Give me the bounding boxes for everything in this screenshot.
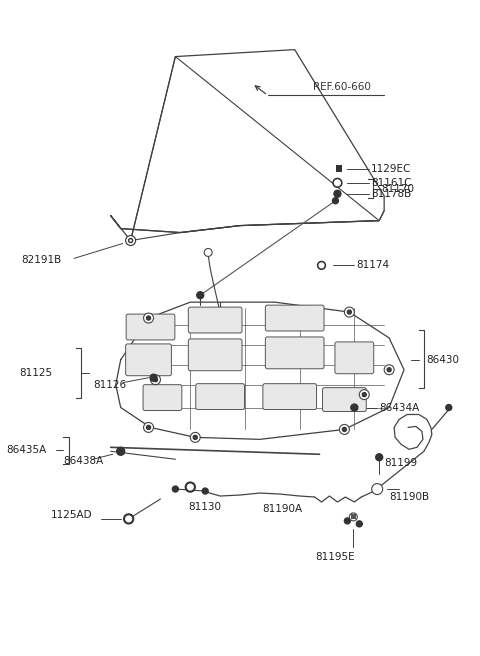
Circle shape: [374, 485, 381, 493]
Circle shape: [204, 249, 212, 256]
FancyBboxPatch shape: [335, 342, 374, 374]
Circle shape: [144, 422, 154, 432]
Circle shape: [356, 521, 362, 527]
FancyBboxPatch shape: [323, 388, 366, 411]
Circle shape: [333, 197, 338, 204]
Circle shape: [318, 261, 325, 270]
Circle shape: [129, 239, 132, 243]
FancyBboxPatch shape: [126, 344, 171, 376]
Circle shape: [146, 316, 151, 320]
Circle shape: [154, 378, 157, 382]
FancyBboxPatch shape: [196, 384, 244, 409]
FancyBboxPatch shape: [188, 339, 242, 371]
Text: 81126: 81126: [93, 380, 126, 390]
Text: 81190B: 81190B: [389, 492, 429, 502]
Text: 81130: 81130: [188, 502, 221, 512]
Text: 81161C: 81161C: [371, 178, 412, 188]
Circle shape: [126, 516, 132, 522]
Circle shape: [446, 405, 452, 411]
Circle shape: [150, 374, 157, 381]
FancyBboxPatch shape: [143, 384, 182, 411]
Circle shape: [126, 236, 136, 245]
FancyBboxPatch shape: [265, 337, 324, 369]
Text: 1129EC: 1129EC: [371, 164, 412, 174]
Text: 86430: 86430: [426, 355, 459, 365]
Circle shape: [351, 404, 358, 411]
Circle shape: [193, 436, 197, 440]
Circle shape: [384, 365, 394, 375]
Circle shape: [360, 390, 369, 400]
Text: 82191B: 82191B: [21, 255, 61, 266]
Text: 1125AD: 1125AD: [51, 510, 93, 520]
Circle shape: [372, 483, 383, 495]
Text: 81178B: 81178B: [371, 189, 411, 199]
Text: 81190A: 81190A: [262, 504, 302, 514]
Circle shape: [342, 428, 347, 432]
Text: 81174: 81174: [356, 260, 389, 270]
Text: REF.60-660: REF.60-660: [312, 83, 371, 92]
Circle shape: [348, 310, 351, 314]
Circle shape: [319, 263, 324, 268]
Circle shape: [344, 307, 354, 317]
Circle shape: [151, 375, 160, 384]
Circle shape: [124, 514, 133, 524]
Circle shape: [333, 178, 342, 188]
Circle shape: [362, 393, 366, 397]
Circle shape: [334, 190, 341, 197]
Text: 86438A: 86438A: [63, 456, 103, 466]
Bar: [336, 165, 342, 173]
Circle shape: [144, 313, 154, 323]
Text: 81170: 81170: [381, 184, 414, 194]
Circle shape: [344, 518, 350, 524]
Text: 81199: 81199: [384, 458, 417, 468]
Circle shape: [190, 432, 200, 442]
Text: 81125: 81125: [19, 368, 52, 378]
Circle shape: [117, 447, 125, 455]
Circle shape: [339, 424, 349, 434]
Text: 86435A: 86435A: [6, 445, 47, 455]
FancyBboxPatch shape: [188, 307, 242, 333]
Circle shape: [185, 482, 195, 492]
Circle shape: [387, 368, 391, 372]
Text: 81195E: 81195E: [315, 552, 355, 562]
Circle shape: [376, 454, 383, 461]
Circle shape: [146, 426, 151, 430]
FancyBboxPatch shape: [263, 384, 316, 409]
Text: 86434A: 86434A: [379, 403, 420, 413]
Circle shape: [335, 180, 340, 186]
Bar: [351, 514, 356, 520]
Circle shape: [202, 488, 208, 494]
Circle shape: [197, 292, 204, 298]
Circle shape: [172, 486, 179, 492]
FancyBboxPatch shape: [126, 314, 175, 340]
Circle shape: [349, 513, 357, 521]
Circle shape: [187, 484, 193, 490]
FancyBboxPatch shape: [265, 305, 324, 331]
